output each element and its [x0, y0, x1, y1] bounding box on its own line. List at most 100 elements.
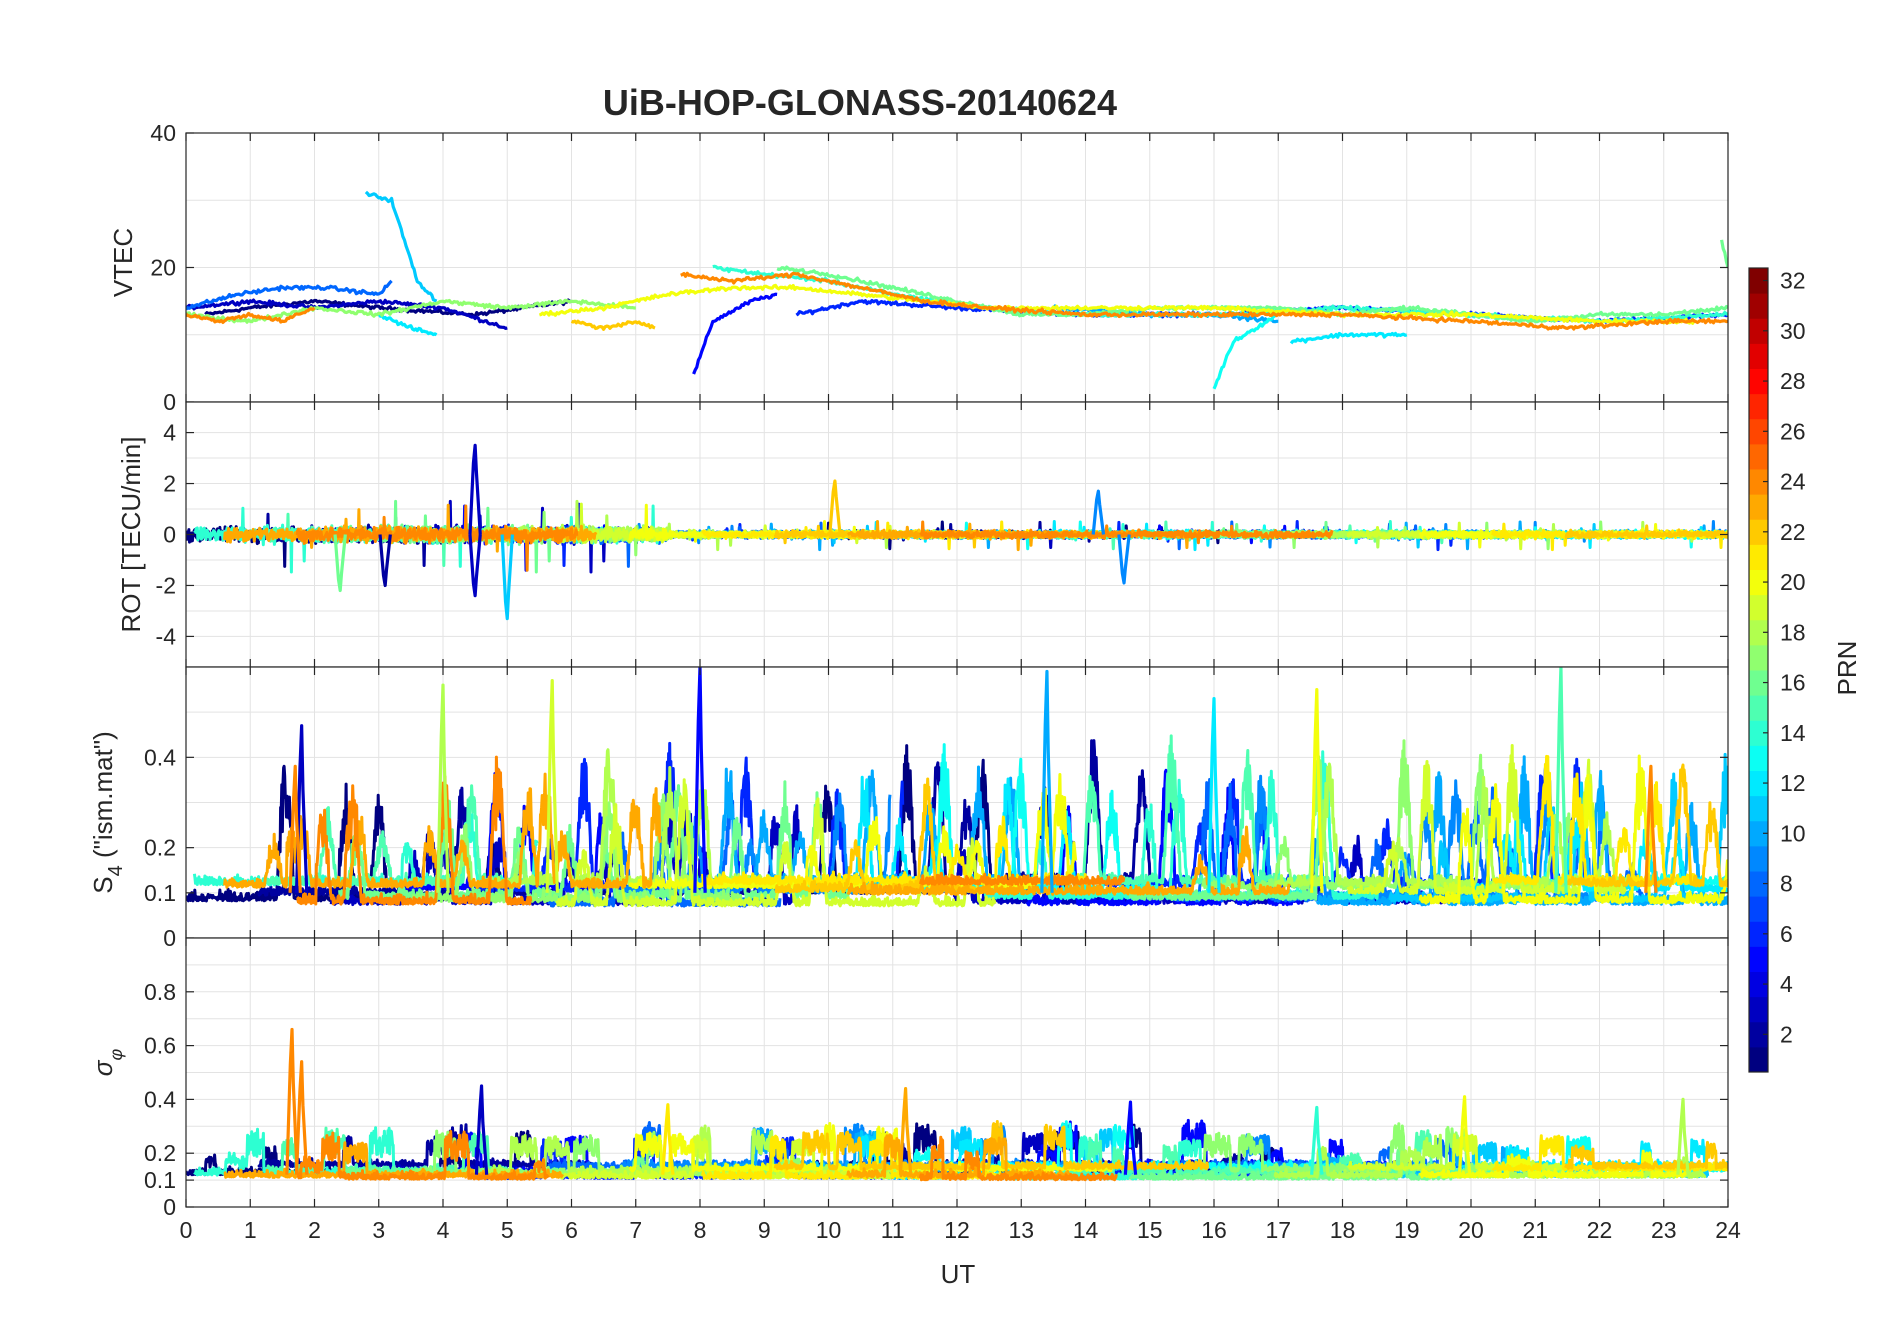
colorbar-band: [1749, 619, 1768, 646]
x-tick-label: 8: [694, 1217, 707, 1243]
y-tick-label: 20: [150, 255, 176, 281]
peak-prn-24: [1644, 764, 1658, 893]
y-tick-label: 0.2: [144, 1140, 176, 1166]
x-tick-label: 4: [437, 1217, 450, 1243]
x-tick-label: 13: [1008, 1217, 1034, 1243]
peak-prn-18: [1676, 1097, 1690, 1175]
x-tick-label: 2: [308, 1217, 321, 1243]
x-tick-label: 3: [372, 1217, 385, 1243]
colorbar-band: [1749, 644, 1768, 671]
x-tick-label: 0: [180, 1217, 193, 1243]
panel-data: [186, 1027, 1728, 1182]
series-line-prn-24: [680, 271, 1728, 331]
peak-prn-24: [294, 1060, 309, 1175]
series-line-prn-12: [1289, 331, 1408, 345]
peak-prn-21: [661, 1103, 675, 1175]
y-axis-label: σφ: [88, 1049, 126, 1077]
series-line-prn-24: [295, 504, 579, 572]
chart-title: UiB-HOP-GLONASS-20140624: [603, 82, 1117, 123]
x-tick-label: 20: [1458, 1217, 1484, 1243]
peak-prn-5: [693, 667, 707, 893]
series-line-prn-24: [186, 306, 316, 324]
colorbar-tick-label: 28: [1780, 368, 1806, 394]
y-tick-label: 0: [163, 1194, 176, 1220]
colorbar-band: [1749, 443, 1768, 470]
y-tick-label: 0.4: [144, 1086, 176, 1112]
colorbar-band: [1749, 871, 1768, 897]
series-line-prn-20: [1418, 1149, 1688, 1179]
peak-prn-2: [378, 534, 392, 588]
y-tick-label: 0: [163, 522, 176, 548]
colorbar-label: PRN: [1832, 641, 1862, 696]
peak-prn-20: [1457, 1095, 1472, 1175]
colorbar-band: [1749, 368, 1768, 395]
colorbar-band: [1749, 519, 1768, 545]
peak-prn-19: [545, 678, 559, 893]
colorbar-tick-label: 12: [1780, 770, 1806, 796]
colorbar-band: [1749, 318, 1768, 344]
series-line-prn-22: [1564, 1140, 1728, 1170]
colorbar-band: [1749, 670, 1768, 696]
series-line-prn-3: [186, 298, 508, 330]
colorbar-tick-label: 24: [1780, 469, 1806, 495]
x-tick-label: 1: [244, 1217, 257, 1243]
colorbar-tick-label: 30: [1780, 318, 1806, 344]
colorbar-band: [1749, 896, 1768, 922]
x-tick-label: 11: [881, 1217, 905, 1243]
y-tick-label: -2: [156, 572, 176, 598]
colorbar-band: [1749, 569, 1768, 596]
peak-prn-3: [294, 724, 309, 893]
peak-prn-24: [288, 764, 302, 893]
series-line-prn-13: [1212, 313, 1279, 390]
colorbar-tick-label: 10: [1780, 820, 1806, 846]
colorbar-band: [1749, 845, 1768, 872]
peak-prn-5: [1123, 1100, 1138, 1175]
peak-prn-20: [1310, 687, 1324, 893]
colorbar-band: [1749, 393, 1768, 420]
colorbar-band: [1749, 343, 1768, 369]
series-line-prn-22: [570, 319, 656, 331]
x-tick-label: 7: [629, 1217, 642, 1243]
colorbar-band: [1749, 268, 1768, 294]
x-tick-label: 10: [816, 1217, 842, 1243]
colorbar-band: [1749, 594, 1768, 621]
y-tick-label: 2: [163, 471, 176, 497]
colorbar-band: [1749, 720, 1768, 746]
colorbar-tick-label: 2: [1780, 1021, 1793, 1047]
peak-prn-18: [436, 683, 450, 893]
peak-prn-10: [1040, 669, 1054, 893]
peak-prn-16: [333, 534, 347, 593]
peak-prn-3: [468, 534, 482, 598]
colorbar-band: [1749, 544, 1768, 570]
colorbar-band: [1749, 418, 1768, 445]
series-line-prn-22: [1564, 524, 1728, 540]
x-tick-label: 24: [1715, 1217, 1741, 1243]
x-tick-label: 9: [758, 1217, 771, 1243]
colorbar-band: [1749, 1021, 1768, 1048]
x-tick-label: 21: [1522, 1217, 1548, 1243]
peak-prn-22: [828, 479, 842, 535]
y-tick-label: 4: [163, 420, 176, 446]
x-tick-label: 14: [1073, 1217, 1099, 1243]
x-tick-label: 18: [1330, 1217, 1356, 1243]
colorbar-band: [1749, 1046, 1768, 1073]
x-axis-label: UT: [941, 1259, 976, 1289]
colorbar-tick-label: 22: [1780, 519, 1806, 545]
panel-vtec: 0 20 40 VTEC: [108, 120, 1729, 415]
colorbar-tick-label: 4: [1780, 971, 1793, 997]
peak-prn-9: [1091, 489, 1106, 535]
series-line-prn-24: [296, 755, 533, 906]
y-axis-label: VTEC: [108, 228, 138, 297]
y-axis-label: ROT [TECU/min]: [116, 437, 146, 633]
colorbar-frame: [1748, 267, 1769, 1073]
colorbar-band: [1749, 293, 1768, 319]
peak-prn-3: [468, 443, 482, 535]
colorbar-band: [1749, 996, 1768, 1023]
colorbar-band: [1749, 745, 1768, 771]
x-tick-label: 23: [1651, 1217, 1677, 1243]
y-tick-label: 40: [150, 120, 176, 146]
